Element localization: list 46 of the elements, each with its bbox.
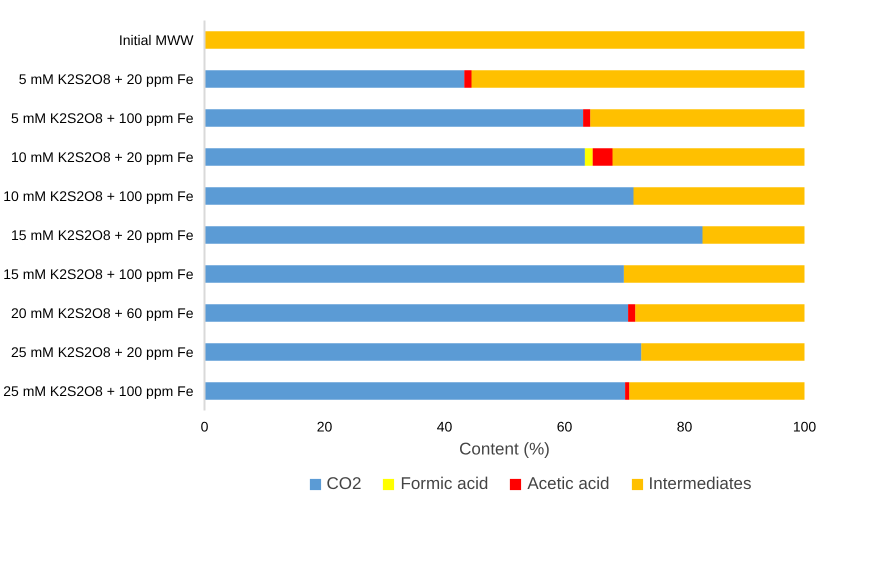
bar — [464, 70, 472, 88]
x-tick-label: 0 — [200, 418, 209, 434]
y-tick-label: 20 mM K2S2O8 + 60 ppm Fe — [11, 305, 194, 321]
bar — [641, 343, 804, 361]
bar — [204, 148, 585, 166]
x-axis-title: Content (%) — [459, 440, 550, 458]
legend-label: Acetic acid — [527, 474, 610, 494]
bar — [583, 109, 590, 127]
y-tick-label: 10 mM K2S2O8 + 20 ppm Fe — [11, 149, 194, 165]
bar — [702, 226, 804, 244]
bar — [629, 382, 804, 400]
bar — [204, 109, 584, 127]
bar — [635, 304, 804, 322]
bar — [204, 265, 624, 283]
y-tick-label: Initial MWW — [118, 32, 194, 48]
x-tick-label: 60 — [556, 418, 572, 434]
legend-label: CO2 — [326, 474, 362, 494]
bar — [204, 70, 464, 88]
x-tick-label: 20 — [316, 418, 332, 434]
x-tick-label: 80 — [676, 418, 692, 434]
legend-label: Intermediates — [648, 474, 752, 494]
bar — [204, 343, 642, 361]
x-tick-label: 40 — [436, 418, 452, 434]
bar — [628, 304, 636, 322]
y-tick-label: 5 mM K2S2O8 + 100 ppm Fe — [11, 110, 194, 126]
legend-label: Formic acid — [400, 474, 488, 494]
bar — [612, 148, 804, 166]
x-tick-label: 100 — [792, 418, 816, 434]
y-tick-label: 25 mM K2S2O8 + 100 ppm Fe — [3, 383, 194, 399]
y-tick-label: 25 mM K2S2O8 + 20 ppm Fe — [11, 344, 194, 360]
bar — [624, 265, 804, 283]
bar — [204, 304, 628, 322]
y-tick-label: 15 mM K2S2O8 + 20 ppm Fe — [11, 227, 194, 243]
bar — [472, 70, 804, 88]
bar — [204, 226, 702, 244]
y-tick-label: 15 mM K2S2O8 + 100 ppm Fe — [3, 266, 194, 282]
bar — [204, 187, 634, 205]
bar — [625, 382, 630, 400]
y-tick-label: 10 mM K2S2O8 + 100 ppm Fe — [3, 188, 194, 204]
bar — [584, 148, 593, 166]
bar — [204, 31, 804, 49]
bar — [590, 109, 804, 127]
bar — [204, 382, 626, 400]
bar — [592, 148, 612, 166]
y-tick-label: 5 mM K2S2O8 + 20 ppm Fe — [18, 71, 194, 87]
bar — [634, 187, 804, 205]
